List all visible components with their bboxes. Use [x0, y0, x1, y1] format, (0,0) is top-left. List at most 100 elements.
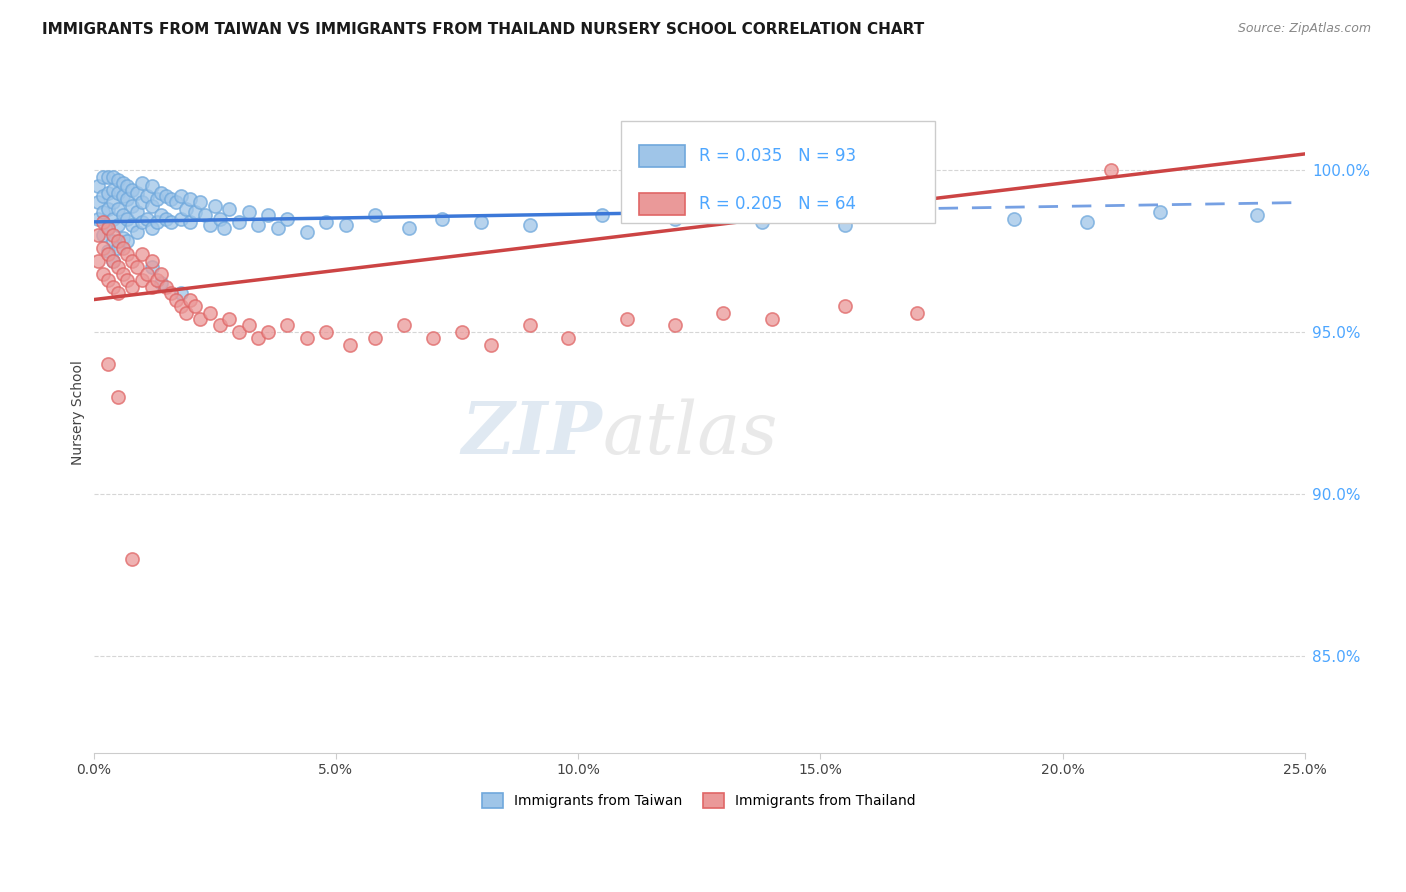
- FancyBboxPatch shape: [638, 145, 685, 167]
- Point: [91, 215, 114, 229]
- Point: [1099, 163, 1122, 178]
- Point: [184, 299, 207, 313]
- Point: [97, 247, 120, 261]
- Text: IMMIGRANTS FROM TAIWAN VS IMMIGRANTS FROM THAILAND NURSERY SCHOOL CORRELATION CH: IMMIGRANTS FROM TAIWAN VS IMMIGRANTS FRO…: [42, 22, 924, 37]
- Point: [101, 195, 124, 210]
- Point: [295, 225, 318, 239]
- Point: [188, 312, 211, 326]
- Point: [141, 179, 163, 194]
- Point: [834, 299, 856, 313]
- Text: ZIP: ZIP: [461, 398, 602, 469]
- Point: [107, 390, 129, 404]
- Point: [87, 179, 110, 194]
- Point: [160, 192, 183, 206]
- Point: [111, 209, 134, 223]
- Point: [135, 211, 157, 226]
- Point: [218, 202, 240, 216]
- Point: [141, 253, 163, 268]
- Point: [160, 215, 183, 229]
- Point: [208, 211, 231, 226]
- Point: [179, 215, 201, 229]
- Point: [228, 325, 250, 339]
- Point: [257, 209, 280, 223]
- Point: [97, 273, 120, 287]
- Point: [141, 260, 163, 275]
- Point: [117, 235, 139, 249]
- Point: [121, 218, 143, 232]
- Point: [616, 312, 638, 326]
- Point: [97, 169, 120, 184]
- Point: [470, 215, 492, 229]
- Point: [141, 199, 163, 213]
- Point: [91, 169, 114, 184]
- Point: [97, 244, 120, 258]
- Point: [915, 209, 938, 223]
- Point: [135, 267, 157, 281]
- Point: [145, 215, 167, 229]
- Point: [238, 205, 260, 219]
- Point: [150, 267, 173, 281]
- Point: [145, 192, 167, 206]
- Point: [141, 221, 163, 235]
- Point: [557, 331, 579, 345]
- Point: [111, 189, 134, 203]
- Point: [111, 241, 134, 255]
- Point: [238, 318, 260, 333]
- Point: [179, 293, 201, 307]
- Point: [87, 227, 110, 242]
- Point: [91, 267, 114, 281]
- Point: [97, 221, 120, 235]
- Y-axis label: Nursery School: Nursery School: [72, 360, 86, 466]
- Point: [664, 318, 686, 333]
- Point: [121, 551, 143, 566]
- Point: [107, 241, 129, 255]
- FancyBboxPatch shape: [638, 194, 685, 215]
- Point: [398, 221, 420, 235]
- Point: [204, 199, 226, 213]
- Point: [87, 195, 110, 210]
- Point: [1246, 209, 1268, 223]
- Point: [91, 189, 114, 203]
- Point: [131, 215, 153, 229]
- Point: [117, 273, 139, 287]
- Point: [170, 189, 193, 203]
- Point: [101, 211, 124, 226]
- Point: [165, 293, 187, 307]
- Point: [218, 312, 240, 326]
- Point: [101, 253, 124, 268]
- Point: [127, 186, 149, 200]
- Point: [664, 211, 686, 226]
- Point: [170, 286, 193, 301]
- Point: [117, 211, 139, 226]
- Point: [131, 247, 153, 261]
- Point: [107, 173, 129, 187]
- Point: [101, 227, 124, 242]
- Point: [127, 225, 149, 239]
- Point: [194, 209, 217, 223]
- Point: [519, 218, 541, 232]
- Point: [101, 235, 124, 249]
- FancyBboxPatch shape: [620, 120, 935, 222]
- Point: [422, 331, 444, 345]
- Point: [111, 231, 134, 245]
- Point: [111, 176, 134, 190]
- Point: [117, 247, 139, 261]
- Point: [247, 331, 270, 345]
- Point: [121, 199, 143, 213]
- Point: [276, 318, 298, 333]
- Point: [150, 209, 173, 223]
- Point: [127, 260, 149, 275]
- Point: [107, 286, 129, 301]
- Point: [179, 192, 201, 206]
- Point: [150, 277, 173, 291]
- Point: [761, 312, 783, 326]
- Text: atlas: atlas: [602, 398, 778, 468]
- Point: [155, 279, 177, 293]
- Point: [1002, 211, 1025, 226]
- Point: [315, 215, 337, 229]
- Point: [198, 305, 221, 319]
- Point: [184, 205, 207, 219]
- Point: [198, 218, 221, 232]
- Point: [145, 273, 167, 287]
- Point: [591, 209, 613, 223]
